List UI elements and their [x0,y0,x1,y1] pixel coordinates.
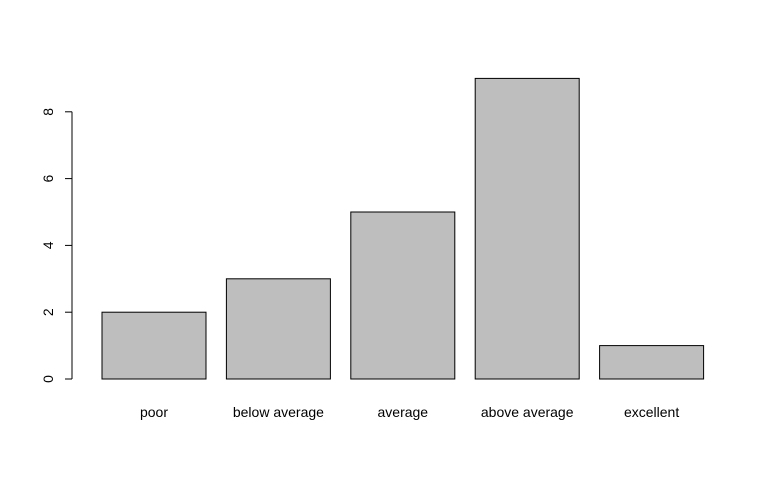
y-tick-label: 0 [40,375,56,383]
y-tick-label: 2 [40,308,56,316]
bar-below-average [225,278,331,380]
y-tick-label: 4 [40,241,56,249]
bar-excellent [599,345,705,380]
y-tick-label: 6 [40,174,56,182]
bar-average [350,211,456,380]
x-axis-labels: poor below average average above average exc… [140,404,679,420]
x-category-label: below average [233,404,324,420]
bar-poor [101,311,207,380]
x-category-label: average [378,404,429,420]
x-category-label: above average [481,404,574,420]
x-category-label: excellent [624,404,679,420]
x-category-label: poor [140,404,168,420]
y-tick-label: 8 [40,108,56,116]
bars [101,77,705,380]
y-axis: 0 2 4 6 8 [40,108,73,383]
bar-above-average [474,77,580,380]
